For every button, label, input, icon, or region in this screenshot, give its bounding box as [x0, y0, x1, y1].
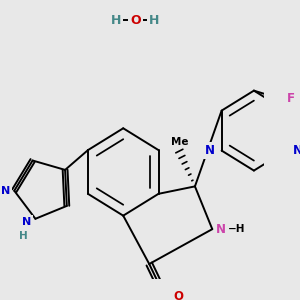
Text: F: F [287, 92, 295, 105]
Text: H: H [149, 14, 160, 27]
Text: H: H [19, 230, 28, 241]
Text: Me: Me [171, 137, 188, 147]
Text: N: N [205, 144, 215, 157]
Text: O: O [130, 14, 141, 27]
Text: O: O [173, 290, 184, 300]
Text: H: H [111, 14, 122, 27]
Text: N: N [22, 217, 31, 226]
Text: N: N [1, 186, 10, 196]
Text: N: N [216, 223, 226, 236]
Text: N: N [293, 144, 300, 157]
Text: −H: −H [228, 224, 245, 234]
